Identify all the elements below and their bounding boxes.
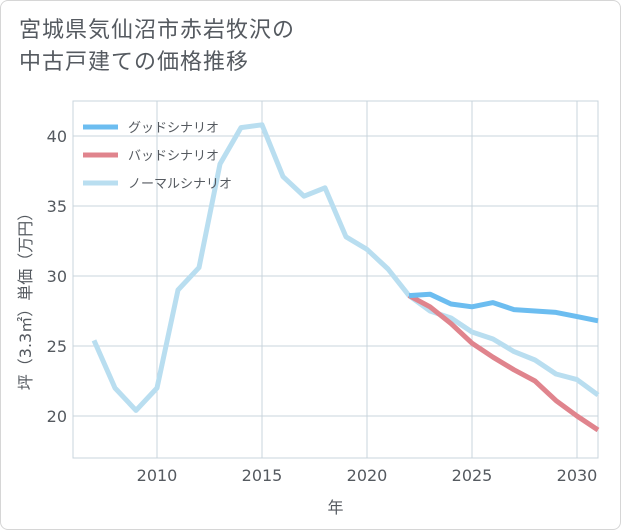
chart-title: 宮城県気仙沼市赤岩牧沢の 中古戸建ての価格推移 <box>19 15 295 79</box>
series-line-1 <box>407 293 600 433</box>
y-tick-label: 25 <box>47 337 67 356</box>
series-lines <box>91 122 600 433</box>
x-tick-label: 2015 <box>242 466 283 485</box>
x-axis-title: 年 <box>327 498 343 517</box>
y-axis-title: 坪（3.3㎡）単価（万円） <box>16 205 35 390</box>
legend-label: バッドシナリオ <box>128 149 219 164</box>
x-tick-label: 2020 <box>347 466 388 485</box>
y-tick-label: 30 <box>47 267 67 286</box>
x-tick-label: 2025 <box>452 466 493 485</box>
y-tick-label: 20 <box>47 407 67 426</box>
legend-label: グッドシナリオ <box>128 121 219 136</box>
plot-frame <box>72 100 599 459</box>
legend-label: ノーマルシナリオ <box>128 177 232 192</box>
y-tick-label: 40 <box>47 127 67 146</box>
x-tick-label: 2010 <box>137 466 178 485</box>
y-tick-label: 35 <box>47 197 67 216</box>
chart-title-line-1: 宮城県気仙沼市赤岩牧沢の <box>19 18 296 43</box>
grid <box>72 100 599 459</box>
x-tick-label: 2030 <box>557 466 598 485</box>
chart-title-line-2: 中古戸建ての価格推移 <box>19 50 250 75</box>
series-line-0 <box>408 291 599 324</box>
series-line-2 <box>91 122 600 413</box>
